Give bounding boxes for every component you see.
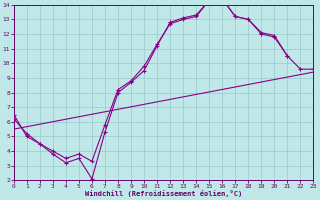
X-axis label: Windchill (Refroidissement éolien,°C): Windchill (Refroidissement éolien,°C) (85, 190, 242, 197)
